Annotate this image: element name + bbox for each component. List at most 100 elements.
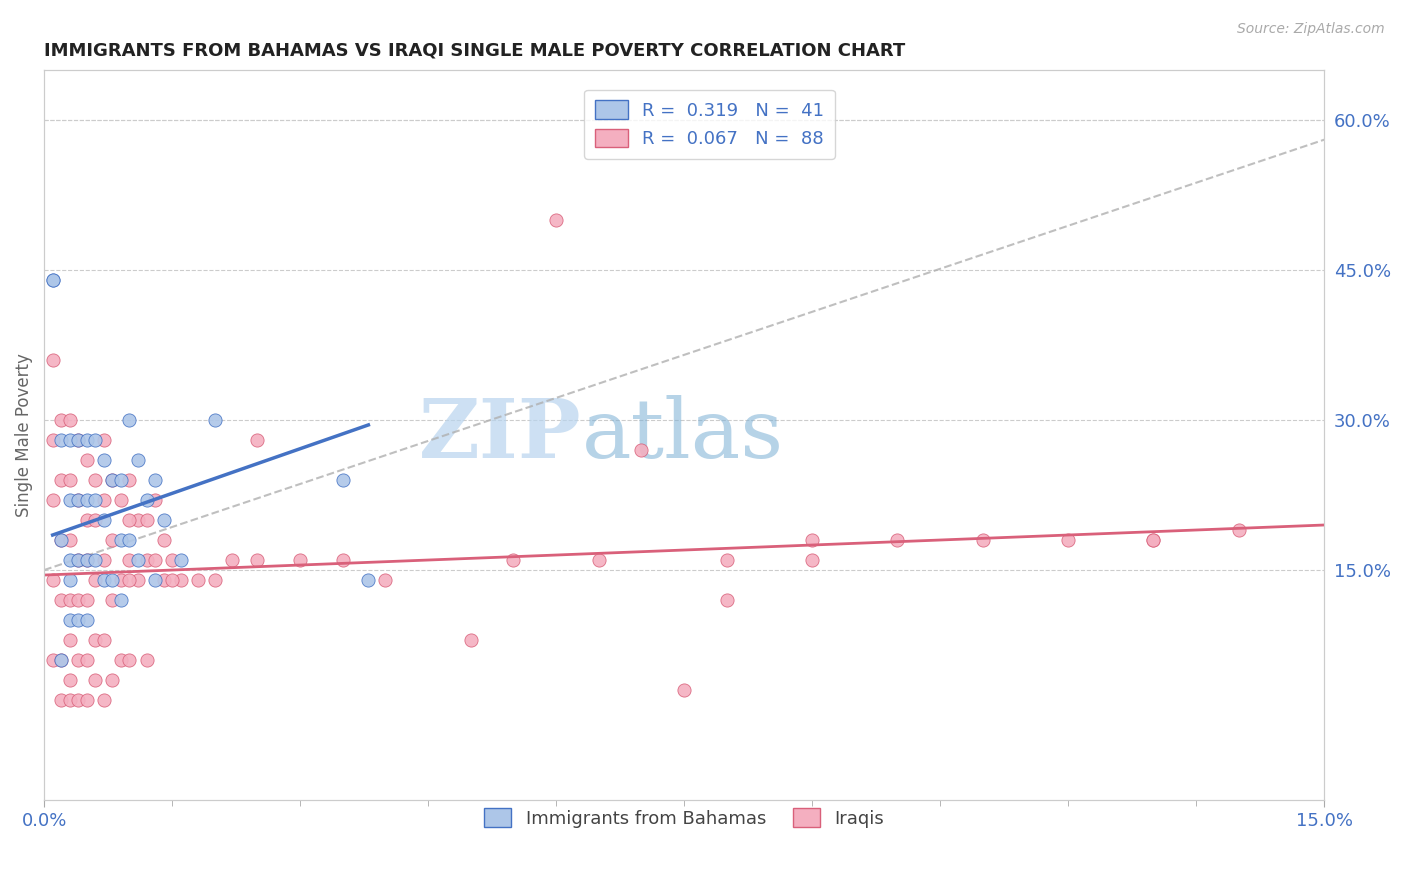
Point xyxy=(110,473,132,487)
Point xyxy=(221,553,243,567)
Y-axis label: Single Male Poverty: Single Male Poverty xyxy=(15,353,32,516)
Point xyxy=(59,433,82,447)
Point xyxy=(76,693,98,707)
Point xyxy=(135,493,157,508)
Point xyxy=(76,553,98,567)
Point xyxy=(84,673,107,687)
Point xyxy=(84,473,107,487)
Point xyxy=(84,433,107,447)
Point xyxy=(101,533,124,547)
Point xyxy=(51,433,73,447)
Point xyxy=(118,533,141,547)
Point xyxy=(152,573,174,587)
Point xyxy=(204,573,226,587)
Point xyxy=(110,653,132,667)
Point xyxy=(143,573,166,587)
Point xyxy=(59,613,82,627)
Point xyxy=(972,533,994,547)
Point xyxy=(546,212,568,227)
Point xyxy=(93,573,115,587)
Point xyxy=(76,613,98,627)
Point xyxy=(76,593,98,607)
Point xyxy=(59,533,82,547)
Point xyxy=(59,673,82,687)
Point xyxy=(160,553,183,567)
Point xyxy=(110,533,132,547)
Point xyxy=(41,352,63,367)
Point xyxy=(101,673,124,687)
Point xyxy=(93,513,115,527)
Point xyxy=(59,693,82,707)
Point xyxy=(288,553,311,567)
Point xyxy=(84,493,107,508)
Point xyxy=(41,493,63,508)
Point xyxy=(118,513,141,527)
Point xyxy=(41,273,63,287)
Point xyxy=(51,473,73,487)
Point xyxy=(127,553,149,567)
Point xyxy=(93,633,115,648)
Point xyxy=(67,433,90,447)
Point xyxy=(143,473,166,487)
Point xyxy=(716,553,738,567)
Point xyxy=(76,653,98,667)
Point xyxy=(160,573,183,587)
Point xyxy=(502,553,524,567)
Point xyxy=(59,553,82,567)
Text: IMMIGRANTS FROM BAHAMAS VS IRAQI SINGLE MALE POVERTY CORRELATION CHART: IMMIGRANTS FROM BAHAMAS VS IRAQI SINGLE … xyxy=(44,42,905,60)
Point xyxy=(135,653,157,667)
Point xyxy=(127,513,149,527)
Point xyxy=(152,513,174,527)
Point xyxy=(1142,533,1164,547)
Point xyxy=(76,453,98,467)
Point xyxy=(101,593,124,607)
Point xyxy=(332,553,354,567)
Point xyxy=(93,433,115,447)
Point xyxy=(84,633,107,648)
Point xyxy=(143,493,166,508)
Point xyxy=(51,693,73,707)
Point xyxy=(246,553,269,567)
Point xyxy=(93,553,115,567)
Legend: Immigrants from Bahamas, Iraqis: Immigrants from Bahamas, Iraqis xyxy=(477,801,891,835)
Point xyxy=(1227,523,1250,537)
Point xyxy=(886,533,908,547)
Point xyxy=(118,573,141,587)
Point xyxy=(41,573,63,587)
Point xyxy=(110,593,132,607)
Point xyxy=(460,633,482,648)
Point xyxy=(110,573,132,587)
Point xyxy=(673,683,696,698)
Point xyxy=(374,573,396,587)
Point xyxy=(93,693,115,707)
Point xyxy=(76,553,98,567)
Point xyxy=(588,553,610,567)
Point xyxy=(630,442,652,457)
Point xyxy=(152,533,174,547)
Point xyxy=(41,273,63,287)
Point xyxy=(332,473,354,487)
Point xyxy=(101,473,124,487)
Point xyxy=(67,433,90,447)
Point xyxy=(41,433,63,447)
Point xyxy=(118,553,141,567)
Point xyxy=(76,433,98,447)
Point xyxy=(118,413,141,427)
Point xyxy=(76,513,98,527)
Point xyxy=(67,653,90,667)
Point xyxy=(84,573,107,587)
Point xyxy=(101,473,124,487)
Point xyxy=(127,573,149,587)
Point xyxy=(204,413,226,427)
Point xyxy=(135,553,157,567)
Point xyxy=(59,593,82,607)
Point xyxy=(118,653,141,667)
Point xyxy=(110,493,132,508)
Text: Source: ZipAtlas.com: Source: ZipAtlas.com xyxy=(1237,22,1385,37)
Point xyxy=(67,553,90,567)
Point xyxy=(41,653,63,667)
Point xyxy=(51,653,73,667)
Point xyxy=(246,433,269,447)
Text: ZIP: ZIP xyxy=(419,395,582,475)
Point xyxy=(169,573,191,587)
